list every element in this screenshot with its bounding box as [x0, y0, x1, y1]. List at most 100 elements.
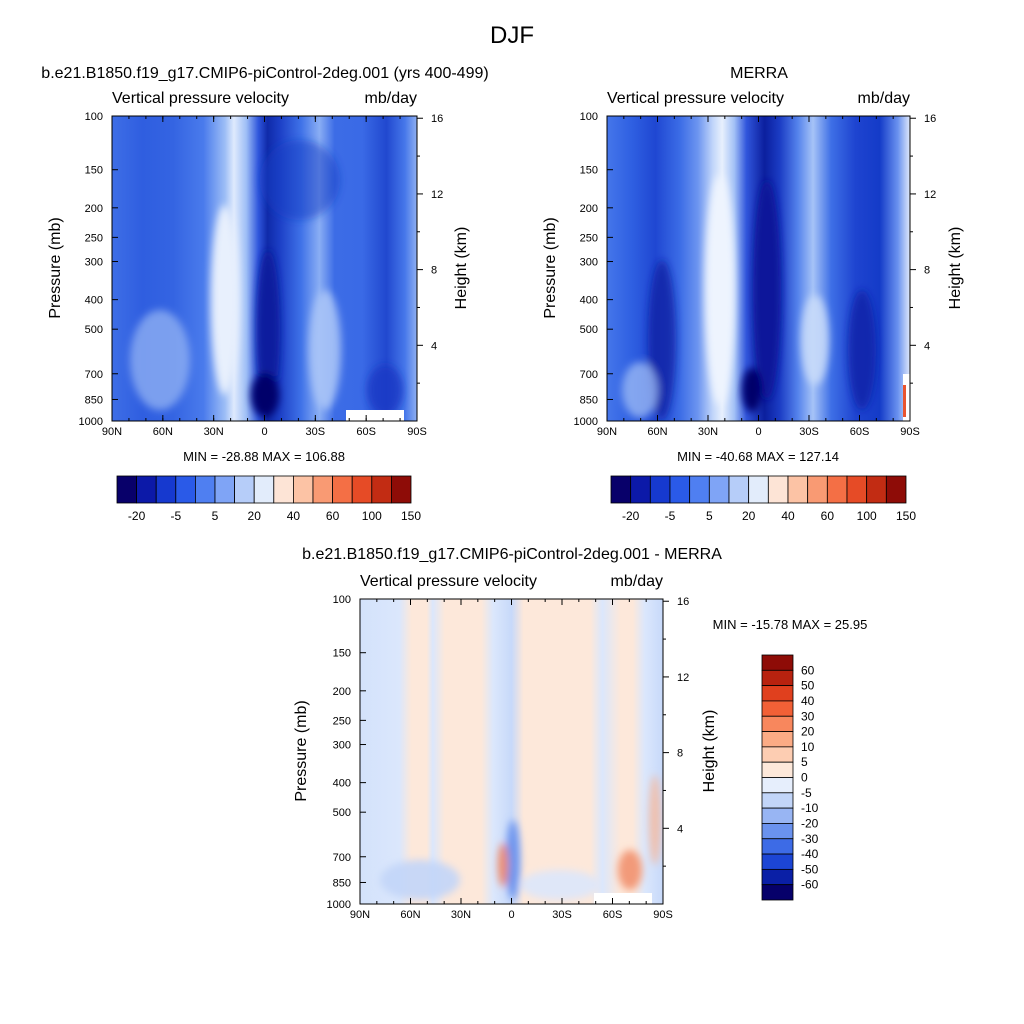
colorbar-label: 10	[801, 740, 815, 754]
y-tick-label: 850	[333, 877, 351, 889]
height-tick-label: 4	[677, 823, 683, 835]
colorbar-swatch	[689, 475, 710, 504]
colorbar-swatch	[826, 475, 848, 504]
colorbar-swatch	[234, 475, 255, 504]
colorbar-label: 5	[212, 509, 219, 523]
colorbar-swatch	[630, 475, 651, 504]
y-tick-label: 200	[85, 203, 103, 215]
colorbar-swatch	[761, 853, 794, 870]
y-tick-label: 700	[85, 369, 103, 381]
colorbar-label: -20	[801, 816, 819, 830]
axes: 90N 60N 30N 0 30S 60S 90S 100 150 200 250 300 400 500…	[79, 111, 444, 438]
colorbar-swatch	[116, 475, 138, 504]
colorbar-swatch	[761, 761, 794, 778]
colorbar-swatch	[846, 475, 868, 504]
y-axis-label: Pressure (mb)	[47, 217, 64, 318]
colorbar-swatch	[390, 475, 412, 504]
y-tick-label: 100	[580, 111, 598, 123]
colorbar-label: -40	[801, 847, 819, 861]
colorbar-swatch	[761, 700, 794, 717]
colorbar-label: -5	[801, 786, 812, 800]
x-tick-label: 30S	[552, 909, 572, 921]
y-tick-label: 300	[333, 740, 351, 752]
colorbar-label: 20	[248, 509, 262, 523]
y-axis-label: Pressure (mb)	[542, 217, 559, 318]
colorbar-label: -20	[128, 509, 146, 523]
x-tick-label: 0	[755, 426, 761, 438]
colorbar-swatch	[761, 715, 794, 732]
y-tick-label: 1000	[79, 416, 103, 428]
height-tick-label: 16	[431, 113, 443, 125]
y-tick-label: 400	[85, 295, 103, 307]
colorbar-swatch	[761, 731, 794, 748]
height-tick-label: 12	[677, 672, 689, 684]
x-tick-label: 90N	[102, 426, 122, 438]
y-tick-label: 150	[333, 648, 351, 660]
y-tick-label: 200	[333, 686, 351, 698]
panel-merra: MERRA Vertical pressure velocity mb/day …	[542, 65, 964, 523]
x-tick-label: 30N	[451, 909, 471, 921]
panel-right-label: mb/day	[611, 573, 663, 590]
x-tick-label: 60S	[850, 426, 870, 438]
colorbar-swatch	[866, 475, 887, 504]
height-tick-label: 4	[431, 340, 437, 352]
colorbar-label: 150	[896, 509, 916, 523]
colorbar-swatch	[312, 475, 334, 504]
y-tick-label: 500	[580, 324, 598, 336]
colorbar-label: -30	[801, 832, 819, 846]
colorbar-label: 5	[706, 509, 713, 523]
stats-label: MIN = -15.78 MAX = 25.95	[713, 617, 868, 632]
colorbar-swatch	[155, 475, 177, 504]
y-tick-label: 250	[333, 715, 351, 727]
colorbar-swatch	[669, 475, 691, 504]
colorbar-label: 20	[801, 725, 815, 739]
colorbar-label: -10	[801, 801, 819, 815]
panel-difference: b.e21.B1850.f19_g17.CMIP6-piControl-2deg…	[293, 546, 867, 921]
y-axis-label-right: Height (km)	[701, 710, 718, 793]
field-contour	[112, 116, 417, 421]
y-tick-label: 850	[580, 394, 598, 406]
y-axis-label-right: Height (km)	[453, 227, 470, 310]
panel-title: b.e21.B1850.f19_g17.CMIP6-piControl-2deg…	[302, 546, 722, 563]
x-tick-label: 60S	[356, 426, 376, 438]
x-tick-label: 60N	[153, 426, 173, 438]
colorbar-swatch	[807, 475, 828, 504]
y-tick-label: 300	[580, 257, 598, 269]
x-tick-label: 30S	[306, 426, 326, 438]
colorbar-label: 100	[362, 509, 382, 523]
colorbar-swatch	[761, 685, 794, 702]
colorbar-swatch	[761, 777, 794, 794]
y-tick-label: 1000	[574, 416, 598, 428]
colorbar-swatch	[371, 475, 392, 504]
colorbar-swatch	[194, 475, 216, 504]
colorbar-swatch	[708, 475, 730, 504]
field-contour	[360, 599, 663, 904]
y-tick-label: 400	[333, 778, 351, 790]
stats-label: MIN = -28.88 MAX = 106.88	[183, 449, 345, 464]
y-tick-label: 100	[333, 594, 351, 606]
colorbar-swatch	[761, 746, 794, 763]
colorbar-swatch	[332, 475, 353, 504]
colorbar-label: 30	[801, 709, 815, 723]
colorbar-swatch	[253, 475, 275, 504]
y-tick-label: 250	[85, 232, 103, 244]
x-tick-label: 90S	[900, 426, 920, 438]
y-tick-label: 500	[85, 324, 103, 336]
colorbar-swatch	[761, 838, 794, 855]
stats-label: MIN = -40.68 MAX = 127.14	[677, 449, 839, 464]
y-tick-label: 400	[580, 295, 598, 307]
panel-left-label: Vertical pressure velocity	[607, 90, 784, 107]
colorbar-swatch	[728, 475, 750, 504]
x-tick-label: 0	[508, 909, 514, 921]
colorbar-swatch	[761, 669, 794, 687]
colorbar: -20 -5 5 20 40 60 100 150	[610, 475, 916, 523]
colorbar-label: 50	[801, 679, 815, 693]
y-tick-label: 200	[580, 203, 598, 215]
x-tick-label: 90S	[407, 426, 427, 438]
y-tick-label: 700	[580, 369, 598, 381]
colorbar-swatch	[787, 475, 809, 504]
colorbar-label: 0	[801, 771, 808, 785]
panel-title: MERRA	[730, 65, 788, 82]
